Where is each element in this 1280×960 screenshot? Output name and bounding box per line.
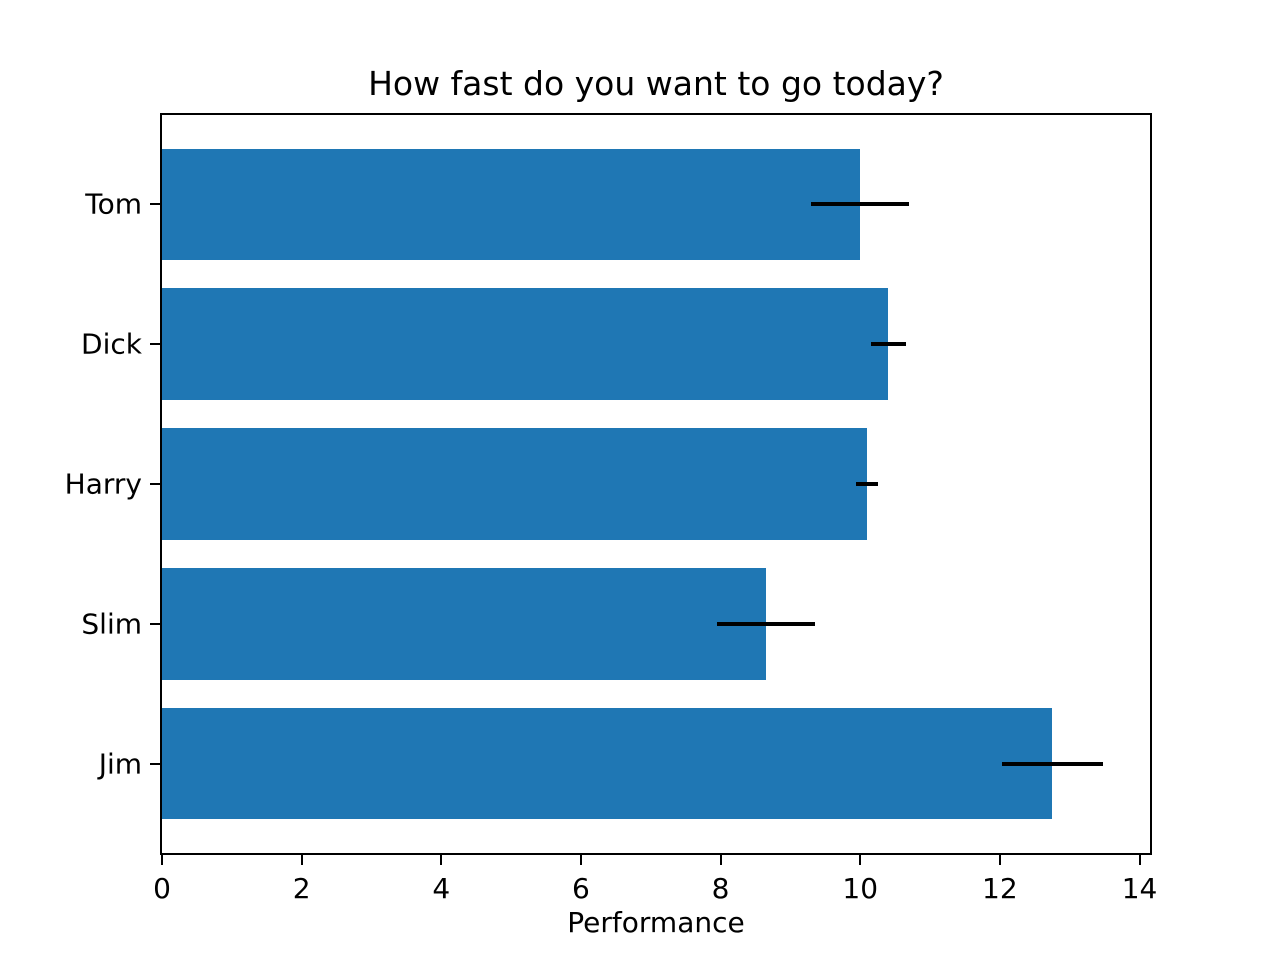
x-tick [440,855,443,865]
x-tick-label: 0 [153,872,171,905]
x-tick [300,855,303,865]
y-tick [150,622,160,625]
y-tick [150,343,160,346]
error-bar-harry [856,482,879,486]
error-bar-slim [717,621,815,626]
error-bar-jim [1001,761,1103,766]
x-axis-label: Performance [567,906,745,939]
y-tick [150,483,160,485]
x-tick [998,855,1001,865]
y-tick-label-slim: Slim [81,607,142,641]
x-tick-label: 8 [711,872,730,905]
bar-tom [162,148,861,261]
bar-harry [162,428,868,540]
chart-title: How fast do you want to go today? [368,64,944,103]
error-bar-tom [811,202,910,207]
y-tick-label-dick: Dick [81,327,142,361]
bar-slim [162,567,766,680]
x-tick [579,855,582,865]
x-tick-label: 10 [842,872,879,905]
x-tick-label: 4 [432,872,451,905]
x-tick-label: 2 [292,872,311,905]
plot-area [160,113,1152,855]
y-tick [150,762,160,765]
y-tick-label-tom: Tom [85,187,142,221]
y-tick [150,203,160,206]
x-tick [859,855,862,865]
x-tick-label: 12 [982,872,1018,905]
x-tick [719,855,722,865]
bar-jim [162,707,1053,820]
x-tick [1138,855,1141,865]
x-tick-label: 6 [572,872,590,905]
y-tick-label-harry: Harry [64,467,142,501]
bar-dick [162,288,889,401]
x-tick [161,855,163,865]
y-tick-label-jim: Jim [98,747,142,781]
error-bar-dick [870,342,906,347]
x-tick-label: 14 [1121,872,1158,905]
